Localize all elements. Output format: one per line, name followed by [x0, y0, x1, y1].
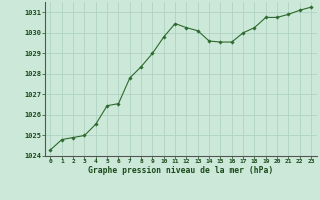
X-axis label: Graphe pression niveau de la mer (hPa): Graphe pression niveau de la mer (hPa) [88, 166, 273, 175]
